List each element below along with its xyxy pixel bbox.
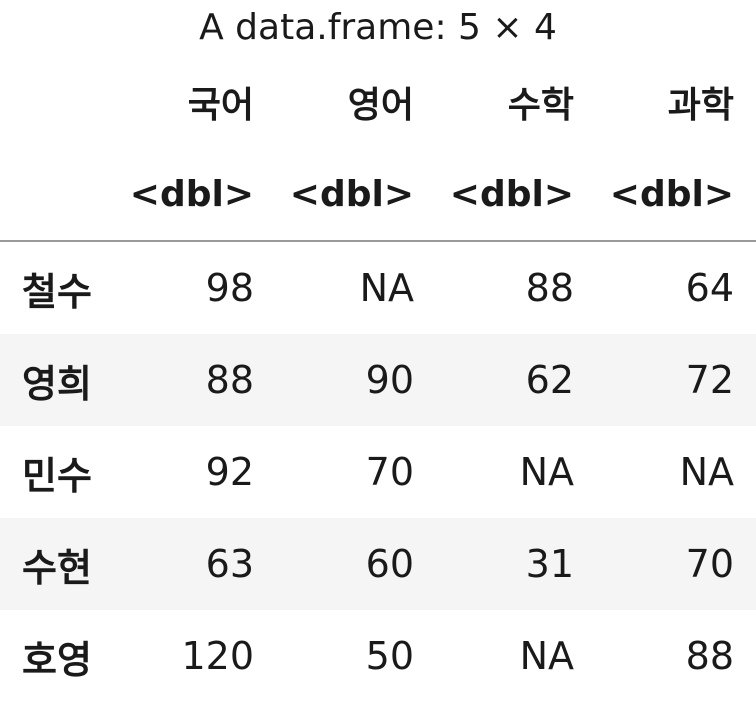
column-header: 수학	[507, 85, 574, 126]
row-name: 철수	[22, 269, 92, 314]
table-cell: 72	[685, 358, 734, 402]
table-row: 민수 92 70 NA NA	[0, 426, 756, 518]
table-cell: NA	[519, 450, 574, 494]
header-corner	[0, 56, 116, 148]
table-row: 철수 98 NA 88 64	[0, 241, 756, 334]
table-cell: 64	[685, 266, 734, 310]
table-body: 철수 98 NA 88 64 영희 88 90 62 72 민수 92 70 N…	[0, 241, 756, 702]
table-cell: 62	[525, 358, 574, 402]
table-caption: A data.frame: 5 × 4	[199, 7, 557, 48]
column-names-row: 국어 영어 수학 과학	[0, 56, 756, 148]
table-cell: 70	[365, 450, 414, 494]
column-type: <dbl>	[436, 148, 596, 242]
table-row: 영희 88 90 62 72	[0, 334, 756, 426]
row-name: 영희	[22, 361, 92, 406]
table-cell: 88	[205, 358, 254, 402]
table-cell: 90	[365, 358, 414, 402]
row-name: 호영	[22, 637, 92, 682]
table-cell: 50	[365, 634, 414, 678]
table-row: 수현 63 60 31 70	[0, 518, 756, 610]
table-cell: NA	[679, 450, 734, 494]
table-cell: 120	[181, 634, 254, 678]
table-cell: 70	[685, 542, 734, 586]
column-header: 영어	[347, 85, 414, 126]
type-corner	[0, 148, 116, 242]
row-name: 수현	[22, 545, 92, 590]
column-header: 과학	[667, 85, 734, 126]
table-cell: 60	[365, 542, 414, 586]
table-cell: 88	[525, 266, 574, 310]
table-cell: 98	[205, 266, 254, 310]
column-type: <dbl>	[596, 148, 756, 242]
table-row: 호영 120 50 NA 88	[0, 610, 756, 702]
table-cell: 63	[205, 542, 254, 586]
table-cell: 31	[525, 542, 574, 586]
column-types-row: <dbl> <dbl> <dbl> <dbl>	[0, 148, 756, 242]
table-cell: 92	[205, 450, 254, 494]
table-cell: 88	[685, 634, 734, 678]
table-cell: NA	[519, 634, 574, 678]
table-cell: NA	[359, 266, 414, 310]
table-header: 국어 영어 수학 과학 <dbl> <dbl> <dbl> <dbl>	[0, 56, 756, 242]
row-name: 민수	[22, 453, 92, 498]
column-type: <dbl>	[276, 148, 436, 242]
data-table: 국어 영어 수학 과학 <dbl> <dbl> <dbl> <dbl> 철수 9…	[0, 56, 756, 702]
column-header: 국어	[187, 85, 254, 126]
column-type: <dbl>	[116, 148, 276, 242]
